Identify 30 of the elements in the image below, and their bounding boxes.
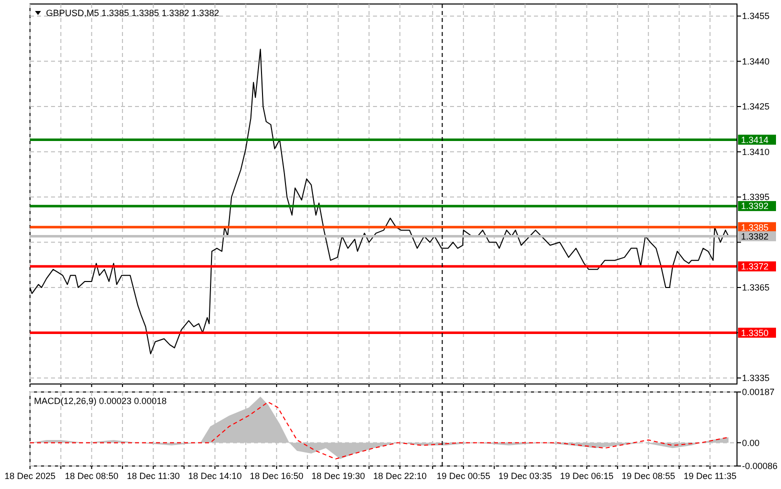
y-tick-label: 1.3365 xyxy=(742,282,770,293)
x-tick-label: 19 Dec 00:55 xyxy=(436,471,490,481)
x-tick-label: 19 Dec 06:15 xyxy=(560,471,614,481)
x-tick-label: 18 Dec 19:30 xyxy=(311,471,365,481)
x-tick-label: 18 Dec 11:30 xyxy=(126,471,180,481)
x-tick-label: 18 Dec 14:10 xyxy=(188,471,242,481)
chart-title: MACD(12,26,9) 0.00023 0.00018 xyxy=(34,396,167,406)
chart-title: GBPUSD,M5 1.3385 1.3385 1.3382 1.3382 xyxy=(46,8,220,18)
y-tick-label: 0.00187 xyxy=(742,387,775,398)
y-tick-label: 0.00 xyxy=(742,438,760,448)
y-tick-label: 1.3335 xyxy=(742,373,770,384)
y-tick-label: 1.3410 xyxy=(742,146,770,157)
x-tick-label: 18 Dec 22:10 xyxy=(373,471,427,481)
x-tick-label: 18 Dec 08:50 xyxy=(64,471,118,481)
y-tick-label: -0.00086 xyxy=(742,461,778,472)
x-tick-label: 19 Dec 11:35 xyxy=(684,471,736,481)
ref-line-label: 1.3385 xyxy=(741,222,769,232)
x-tick-label: 18 Dec 2025 xyxy=(4,471,56,481)
ref-line-label: 1.3372 xyxy=(741,262,769,272)
y-tick-label: 1.3455 xyxy=(742,11,770,22)
x-tick-label: 18 Dec 16:50 xyxy=(250,471,304,481)
ref-line-label: 1.3392 xyxy=(741,201,769,212)
x-tick-label: 19 Dec 08:55 xyxy=(622,471,676,481)
ref-line-label: 1.3350 xyxy=(741,328,769,338)
ref-line-label: 1.3382 xyxy=(741,231,769,242)
y-tick-label: 1.3440 xyxy=(742,56,770,66)
y-tick-label: 1.3395 xyxy=(742,192,770,202)
x-tick-label: 19 Dec 03:35 xyxy=(498,471,552,481)
ref-line-label: 1.3414 xyxy=(741,134,769,145)
y-tick-label: 1.3425 xyxy=(742,102,770,112)
